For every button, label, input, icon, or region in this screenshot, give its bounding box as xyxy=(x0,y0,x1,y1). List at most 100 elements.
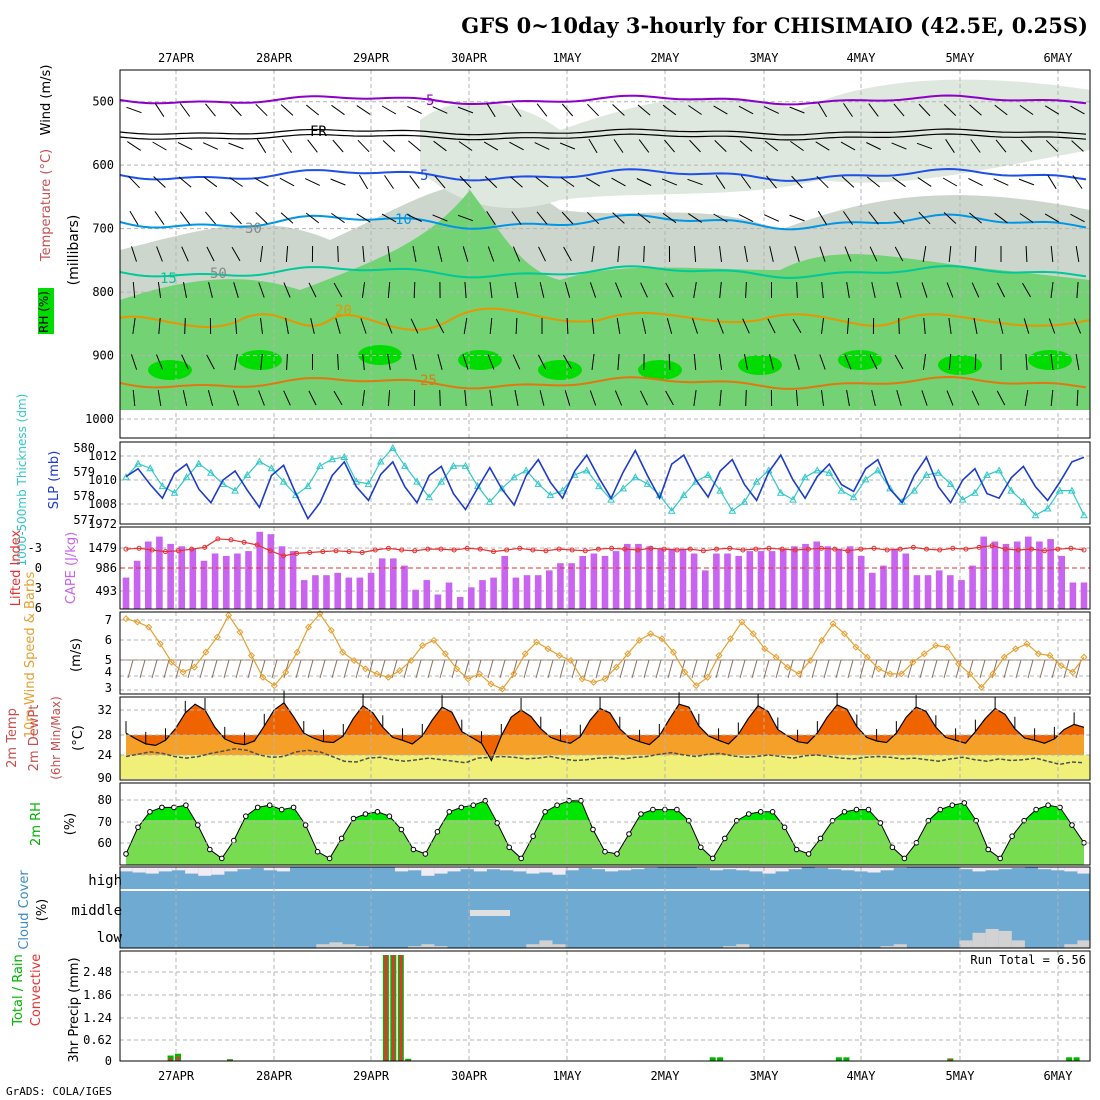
wind-barb-0-29 xyxy=(868,103,879,117)
cloud-low-bar-47 xyxy=(736,944,750,948)
cloud-high-gap-68 xyxy=(1011,867,1025,869)
li-tick-2: 3 xyxy=(35,581,42,595)
wind10-barb-16 xyxy=(319,659,326,679)
wind10-point-48 xyxy=(669,648,677,656)
cloud-high-gap-54 xyxy=(828,867,842,870)
wind-barb-8-15 xyxy=(514,390,519,406)
wind-barb-5-16 xyxy=(539,282,545,298)
wind-barb-7-21 xyxy=(668,353,671,371)
cape-bar-9 xyxy=(223,555,230,609)
precip-tick-0: 2.48 xyxy=(83,965,112,979)
cape-bar-86 xyxy=(1080,582,1088,609)
wind-barb-6-35 xyxy=(1023,318,1030,334)
cape-bar-85 xyxy=(1069,582,1077,609)
temp-fill-upper xyxy=(126,702,1084,761)
wind-barb-4-25 xyxy=(769,246,774,262)
wind-barb-1-13 xyxy=(458,141,473,151)
cape-bar-70 xyxy=(902,553,910,609)
cape-bar-7 xyxy=(200,560,208,609)
wind-barb-4-32 xyxy=(948,245,952,263)
wind-barb-7-18 xyxy=(591,354,595,370)
wind-barb-3-15 xyxy=(511,211,522,225)
thickness-point-31 xyxy=(498,484,506,492)
wind-barb-0-11 xyxy=(407,105,422,115)
cape-bar-45 xyxy=(624,543,631,609)
wind10-barb-43 xyxy=(643,659,650,679)
pressure-tick-3: 800 xyxy=(92,285,114,299)
li-point-43 xyxy=(687,546,693,552)
temp-contour-15 xyxy=(119,264,1087,279)
wind-barb-3-25 xyxy=(763,214,780,222)
wind10-point-11 xyxy=(247,651,256,660)
thickness-point-3 xyxy=(158,482,167,490)
wind10-barb-44 xyxy=(655,659,662,679)
rh2m-point-58 xyxy=(817,835,824,842)
thickness-point-15 xyxy=(304,482,312,490)
slp-tick-0: 1012 xyxy=(88,449,117,463)
rh2m-point-2 xyxy=(147,809,153,815)
precip-tick-4: 0 xyxy=(105,1054,112,1068)
thickness-point-5 xyxy=(182,473,191,481)
wind10-point-60 xyxy=(806,656,814,665)
wind-barb-6-20 xyxy=(641,318,647,334)
precip-total-axis-label: Total / Rain xyxy=(11,954,26,1027)
cloud-high-gap-11 xyxy=(263,867,277,871)
cloud-high-gap-9 xyxy=(237,867,251,870)
wind-barb-2-9 xyxy=(358,174,369,190)
wind-barb-0-36 xyxy=(1044,105,1060,115)
wind-barb-8-34 xyxy=(996,390,1006,406)
wind10-point-66 xyxy=(875,665,883,673)
wind-barb-0-34 xyxy=(994,104,1008,116)
wind10-point-41 xyxy=(590,678,598,686)
wind-barb-6-2 xyxy=(184,317,186,335)
wind-barb-8-5 xyxy=(258,390,265,406)
li-point-39 xyxy=(635,547,641,553)
wind10-point-78 xyxy=(1012,645,1020,653)
wind10-barb-3 xyxy=(163,659,170,679)
thickness-point-41 xyxy=(619,484,628,492)
cape-axis-label: CAPE (J/kg) xyxy=(64,532,79,604)
wind10-barb-59 xyxy=(835,659,842,679)
wind10-tick-2: 5 xyxy=(105,653,112,667)
wind-barb-7-37 xyxy=(1075,354,1080,370)
wind10-point-71 xyxy=(932,641,940,650)
cape-bar-35 xyxy=(512,577,520,609)
li-point-22 xyxy=(412,548,418,554)
wind-barb-8-17 xyxy=(564,390,571,406)
rh2m-tick-0: 80 xyxy=(98,793,112,807)
wind-barb-7-23 xyxy=(718,354,723,370)
wind-barb-3-26 xyxy=(789,214,805,222)
wind-barb-6-8 xyxy=(335,318,341,334)
rh2m-point-57 xyxy=(805,851,812,857)
wind10-point-18 xyxy=(327,626,335,634)
wind-barb-6-1 xyxy=(158,317,161,335)
contour-label-4: 15 xyxy=(160,271,177,287)
wind-barb-8-6 xyxy=(283,390,291,406)
wind-barb-6-6 xyxy=(285,318,289,334)
thickness-point-51 xyxy=(740,497,749,505)
temp-unit-label: (°C) xyxy=(71,725,86,751)
wind-barb-4-10 xyxy=(387,246,391,262)
wind-barb-4-22 xyxy=(693,245,697,263)
wind-barb-5-6 xyxy=(283,282,291,298)
li-point-69 xyxy=(1029,546,1034,552)
wind-barb-0-21 xyxy=(662,104,677,116)
wind-barb-2-12 xyxy=(434,175,446,189)
wind-barb-4-11 xyxy=(412,246,417,262)
wind-barb-5-30 xyxy=(896,282,902,298)
wind-barb-0-9 xyxy=(356,105,371,115)
li-point-67 xyxy=(1002,546,1008,552)
cape-bar-15 xyxy=(289,551,297,609)
wind-barb-7-26 xyxy=(794,354,800,370)
li-point-50 xyxy=(779,546,785,552)
cloud-high-gap-38 xyxy=(618,867,632,871)
cape-bar-22 xyxy=(367,572,375,609)
wind10-barb-48 xyxy=(703,659,710,679)
wind10-tick-1: 6 xyxy=(105,633,112,647)
thickness-point-74 xyxy=(1019,497,1028,505)
cloud-low-bar-65 xyxy=(972,932,986,948)
wind-barb-1-20 xyxy=(638,139,650,153)
li-point-8 xyxy=(228,537,234,543)
rh2m-point-16 xyxy=(314,848,321,855)
wind-barb-3-29 xyxy=(868,211,879,225)
